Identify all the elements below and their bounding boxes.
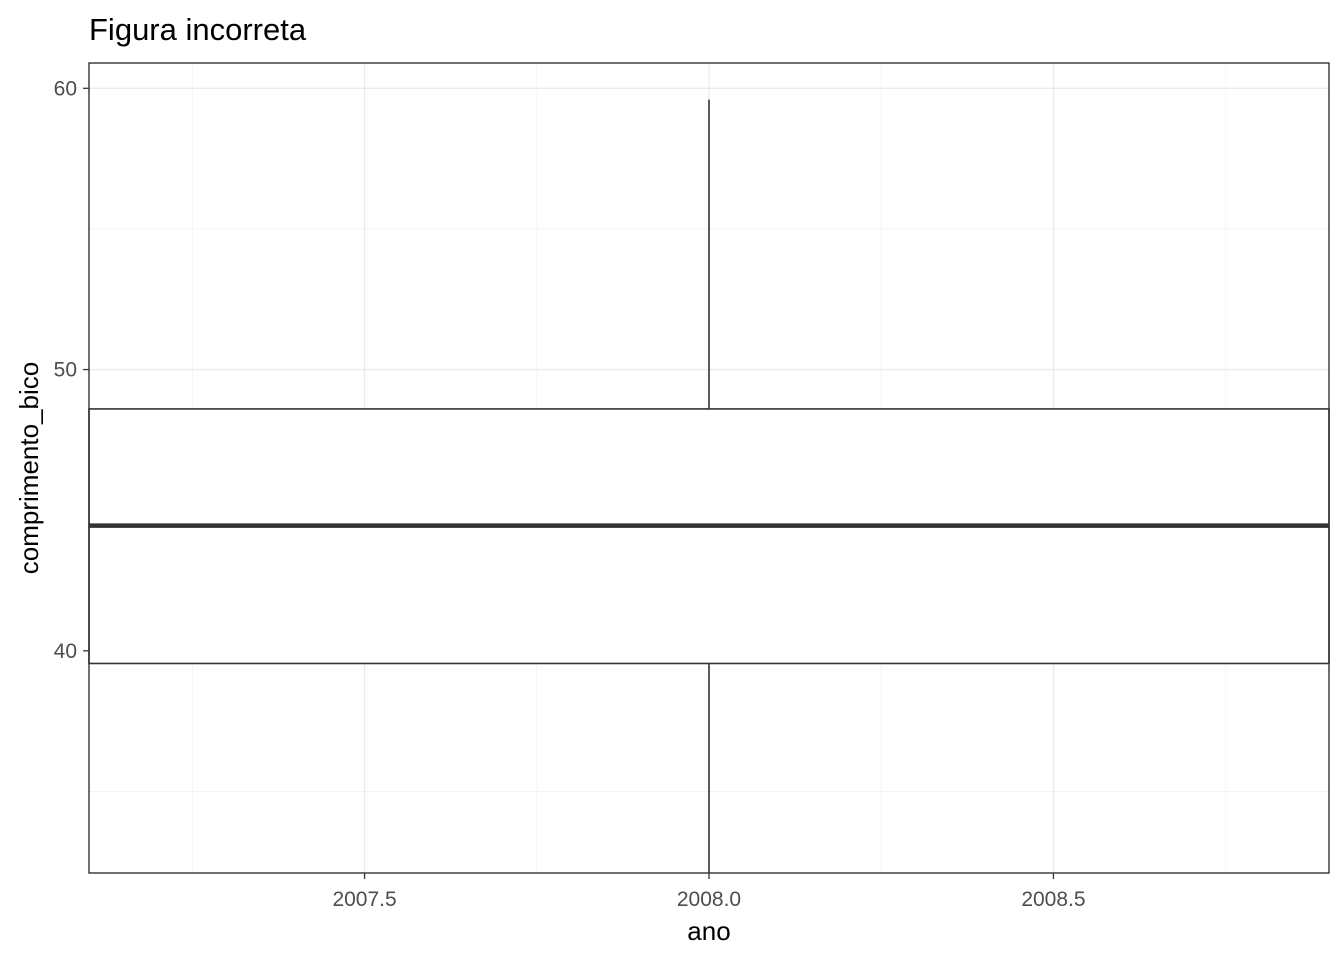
box [88,408,1330,665]
chart-title: Figura incorreta [89,12,307,47]
x-tick-label: 2008.0 [677,888,741,911]
y-axis-title: comprimento_bico [14,362,44,574]
y-tick-label: 60 [54,77,77,100]
y-tick-label: 40 [54,640,77,663]
x-tick-label: 2008.5 [1021,888,1085,911]
x-tick-label: 2007.5 [332,888,396,911]
y-tick-label: 50 [54,359,77,382]
boxplot [88,99,1330,873]
axes: 2007.5 2008.0 2008.5 40 50 60 [54,77,1086,911]
x-axis-title: ano [687,916,730,946]
